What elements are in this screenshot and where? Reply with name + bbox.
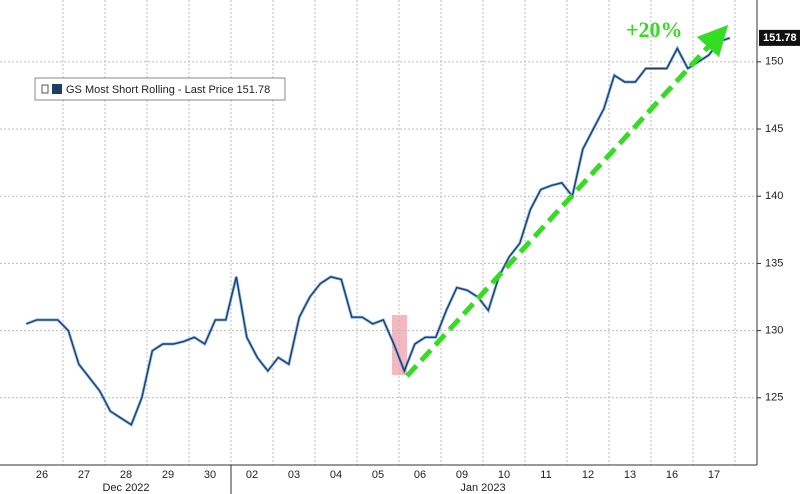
- x-tick-label: 05: [372, 469, 384, 481]
- x-group-label: Dec 2022: [102, 482, 149, 494]
- x-tick-label: 12: [582, 469, 594, 481]
- x-tick-label: 10: [498, 469, 510, 481]
- plot: [25, 36, 731, 427]
- x-tick-label: 27: [78, 469, 90, 481]
- last-price-tag: [759, 29, 800, 46]
- x-tick-label: 29: [162, 469, 174, 481]
- annotation: +20%: [626, 17, 683, 42]
- x-tick-label: 26: [36, 469, 48, 481]
- trend-arrow: [405, 24, 729, 378]
- x-tick-label: 28: [120, 469, 132, 481]
- x-tick-label: 30: [204, 469, 216, 481]
- legend-icon: [41, 84, 49, 94]
- legend: GS Most Short Rolling - Last Price 151.7…: [34, 77, 286, 101]
- x-tick-label: 09: [456, 469, 468, 481]
- x-tick-label: 03: [288, 469, 300, 481]
- x-tick-label: 13: [624, 469, 636, 481]
- y-tick-label: 125: [765, 392, 783, 404]
- price-line: [26, 37, 731, 426]
- x-tick-label: 17: [708, 469, 720, 481]
- x-tick-label: 16: [666, 469, 678, 481]
- legend-label: GS Most Short Rolling - Last Price 151.7…: [66, 84, 270, 96]
- x-tick-label: 11: [540, 469, 551, 481]
- x-group-label: Jan 2023: [460, 482, 505, 494]
- y-tick-label: 130: [765, 325, 783, 337]
- last-price-label: 151.78: [763, 32, 797, 44]
- y-tick-label: 145: [765, 123, 783, 135]
- x-tick-label: 04: [330, 469, 342, 481]
- y-tick-label: 135: [765, 257, 783, 269]
- y-tick-label: 150: [765, 56, 783, 68]
- x-tick-label: 06: [414, 469, 426, 481]
- y-tick-label: 140: [765, 190, 783, 202]
- legend-swatch: [52, 84, 62, 94]
- legend-box: [34, 77, 286, 101]
- x-tick-label: 02: [246, 469, 258, 481]
